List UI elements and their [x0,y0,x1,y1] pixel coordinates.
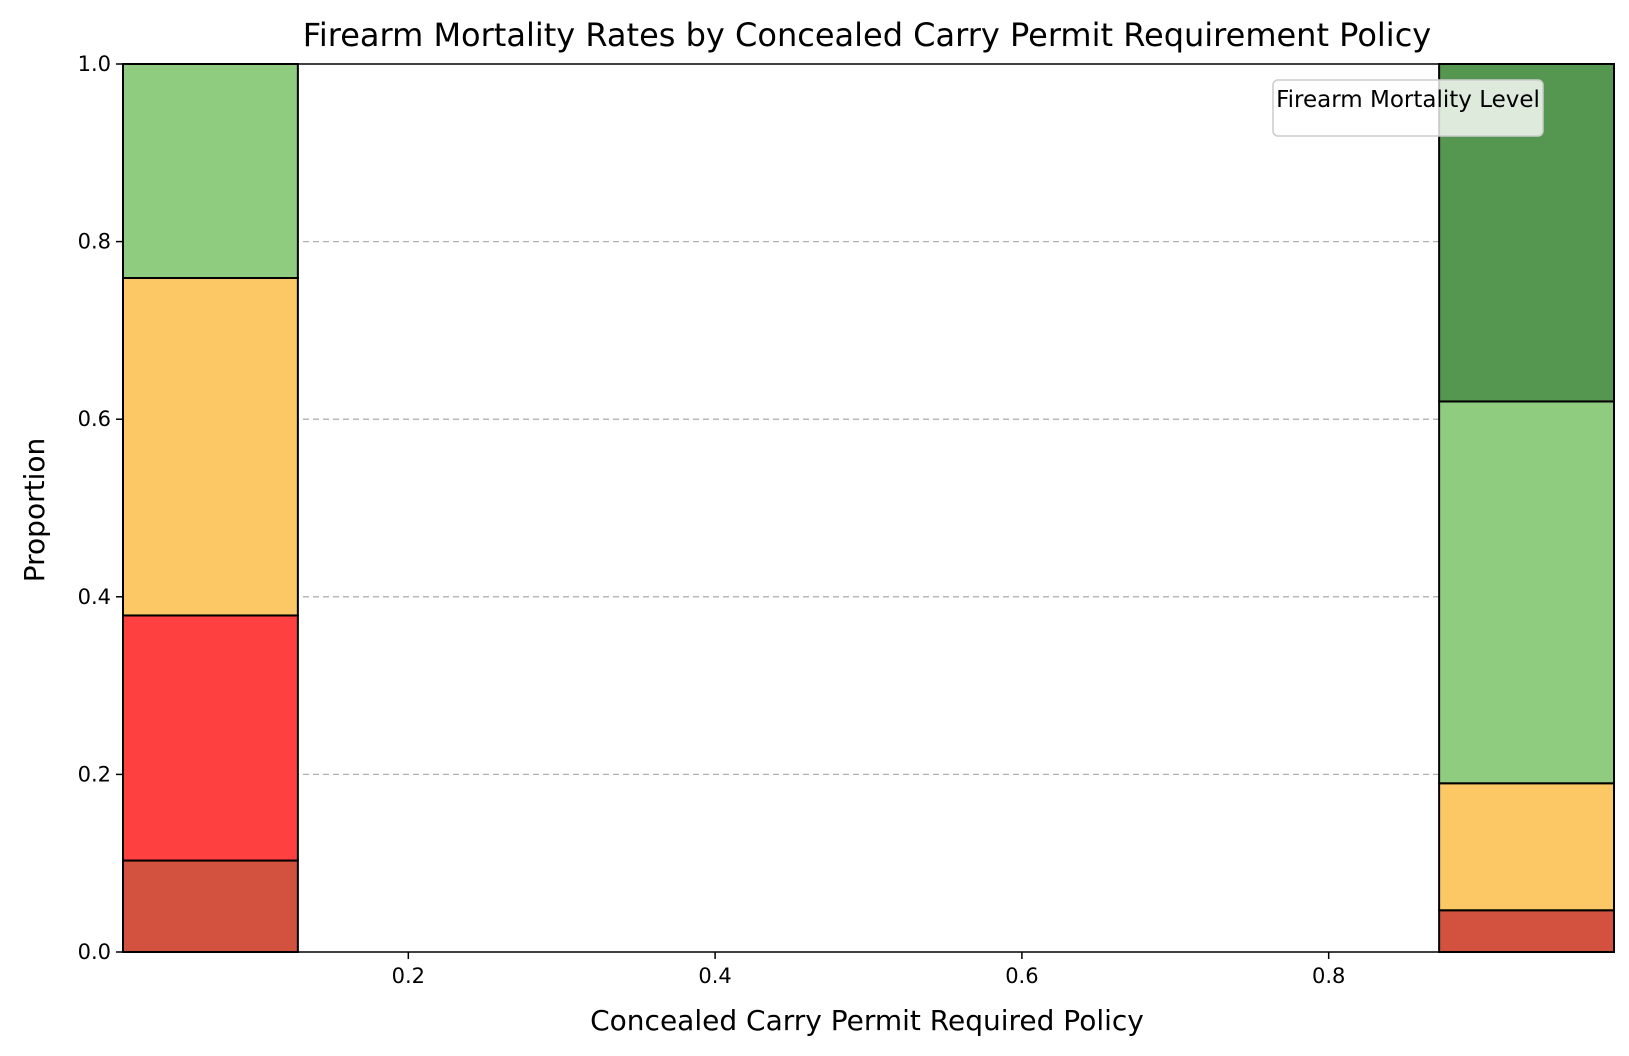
x-tick-label-3: 0.8 [1312,964,1345,988]
legend: Firearm Mortality Level [1272,79,1544,137]
y-tick-label-0: 0.0 [78,940,111,964]
y-tick-label-3: 0.6 [78,407,111,431]
y-tick-label-2: 0.4 [78,585,111,609]
axis-ticks: 0.2 0.4 0.6 0.8 0.0 0.2 0.4 0.6 0.8 1.0 [78,52,1346,988]
chart-title: Firearm Mortality Rates by Concealed Car… [303,16,1431,54]
x-tick-label-0: 0.2 [392,964,425,988]
bar-segment-5 [1438,782,1616,912]
y-tick-label-1: 0.2 [78,762,111,786]
x-axis-label: Concealed Carry Permit Required Policy [590,1004,1144,1037]
legend-box [1272,79,1544,137]
legend-title: Firearm Mortality Level [1276,87,1540,113]
x-tick-label-1: 0.4 [698,964,731,988]
axes-frame [122,63,1615,953]
x-tick-label-2: 0.6 [1005,964,1038,988]
y-tick-label-5: 1.0 [78,52,111,76]
bar-segment-4 [1438,909,1616,953]
y-axis-label: Proportion [18,438,51,582]
bar-segment-6 [1438,400,1616,785]
y-tick-label-4: 0.8 [78,230,111,254]
grid-lines [123,240,1614,776]
bar-segment-3 [122,63,299,280]
bar-segment-0 [122,859,299,954]
bar-segment-2 [122,277,299,617]
bar-segment-1 [122,614,299,862]
bar-segments [122,63,1616,954]
